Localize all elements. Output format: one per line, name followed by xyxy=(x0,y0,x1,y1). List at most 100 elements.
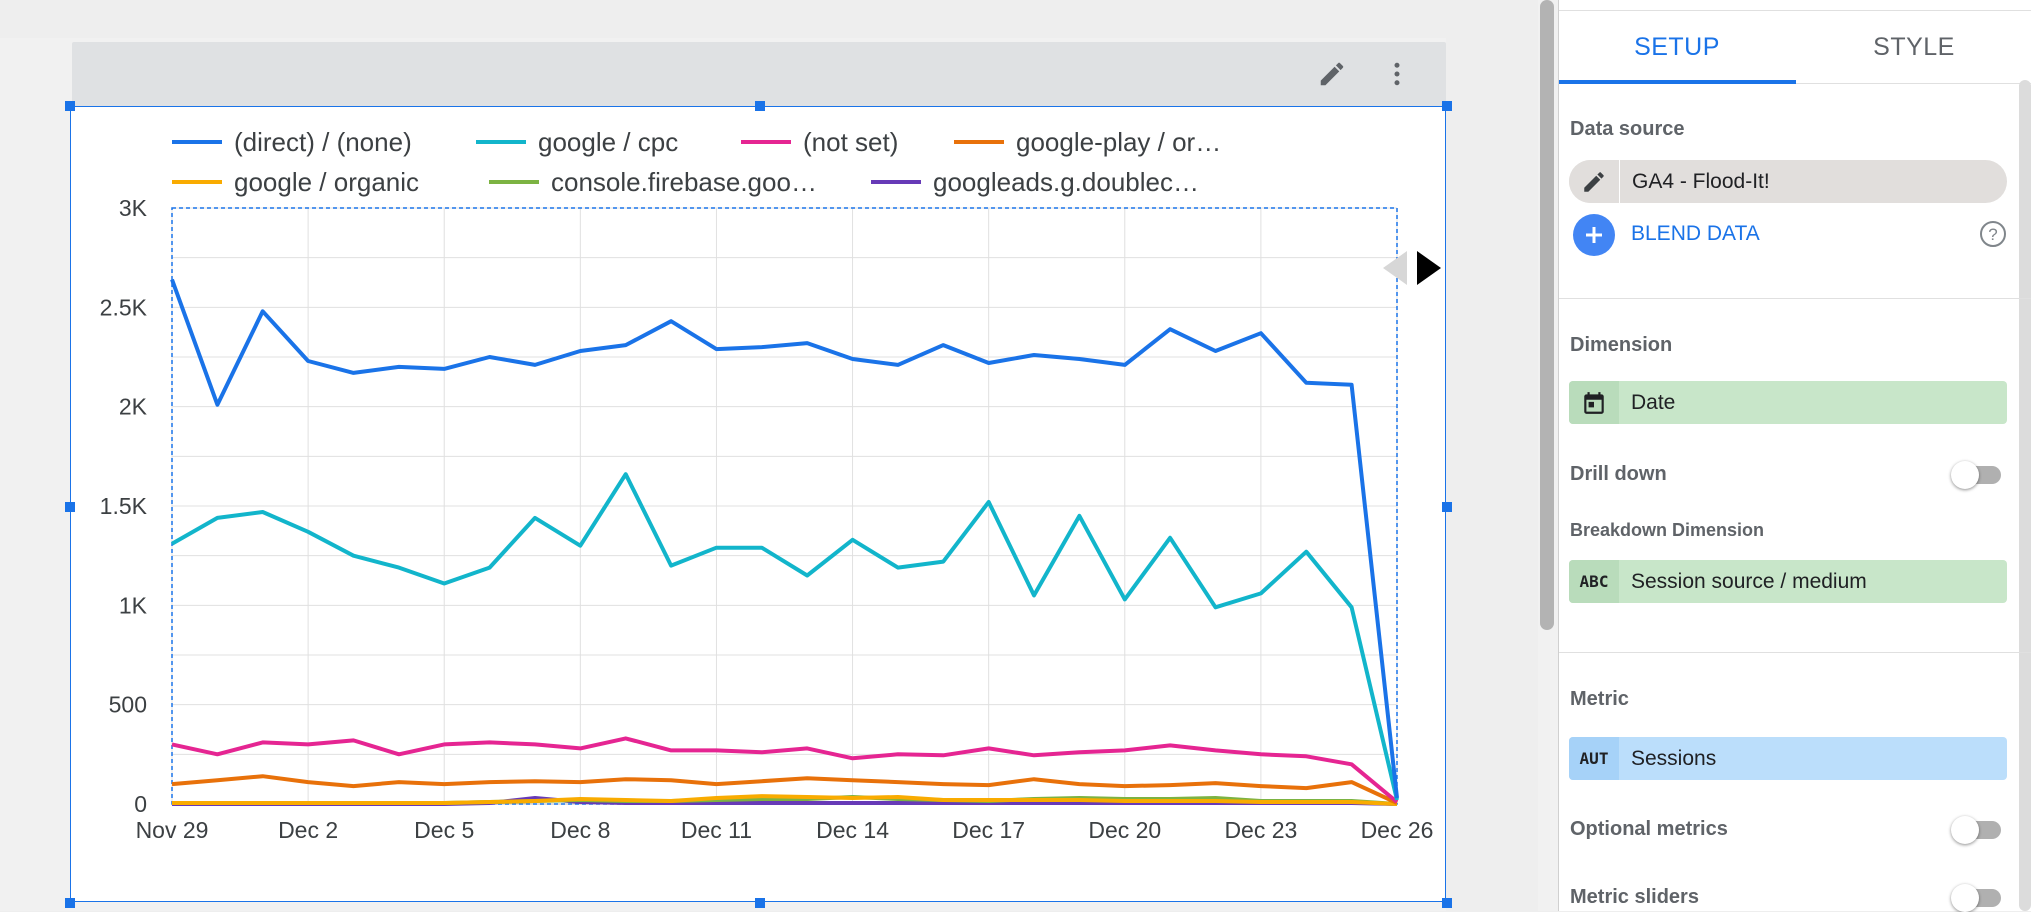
x-tick-label: Dec 17 xyxy=(952,817,1025,843)
drill-down-toggle[interactable] xyxy=(1951,461,2003,489)
x-tick-label: Dec 23 xyxy=(1224,817,1297,843)
x-tick-label: Nov 29 xyxy=(136,817,209,843)
y-tick-label: 0 xyxy=(134,791,147,817)
data-source-label: Data source xyxy=(1570,118,1685,140)
series-lines xyxy=(170,278,1399,806)
time-series-chart[interactable]: 0 500 1K 1.5K 2K 2.5K 3K Nov 29 Dec 2 Dec 5 Dec 8 D… xyxy=(70,106,1446,902)
series-line[interactable] xyxy=(171,774,1398,805)
tab-style[interactable]: STYLE xyxy=(1873,32,1955,61)
legend-item[interactable]: google-play / or… xyxy=(954,127,1221,157)
x-tick-label: Dec 11 xyxy=(681,817,752,843)
metric-name: Sessions xyxy=(1631,746,1717,770)
resize-handle-top-left[interactable] xyxy=(65,101,75,111)
y-tick-label: 500 xyxy=(109,692,147,718)
metric-sliders-label: Metric sliders xyxy=(1570,886,1699,908)
calendar-icon xyxy=(1584,391,1604,414)
breakdown-dimension-label: Breakdown Dimension xyxy=(1570,520,1765,540)
x-tick-label: Dec 26 xyxy=(1361,817,1434,843)
resize-handle-bottom-left[interactable] xyxy=(65,898,75,908)
panel-scrollbar[interactable] xyxy=(2019,80,2031,911)
legend-item[interactable]: googleads.g.doublec… xyxy=(871,167,1199,197)
plot-area-selection xyxy=(171,207,1398,805)
edit-data-source-button[interactable] xyxy=(1569,160,1620,203)
y-tick-label: 3K xyxy=(119,195,148,221)
metric-label: Metric xyxy=(1570,688,1629,710)
legend-label: (not set) xyxy=(803,127,898,157)
toggle-knob xyxy=(1951,461,1979,489)
metric-chip-sessions[interactable]: AUT Sessions xyxy=(1569,737,2007,780)
legend-item[interactable]: google / cpc xyxy=(476,127,678,157)
metric-aggregation-badge[interactable]: AUT xyxy=(1569,737,1619,780)
chart-menu-button[interactable] xyxy=(1377,54,1417,94)
svg-text:?: ? xyxy=(1988,225,1997,244)
legend-label: google-play / or… xyxy=(1016,127,1221,157)
more-vert-icon xyxy=(1394,62,1400,86)
legend-label: google / organic xyxy=(234,167,419,197)
blend-data-add-button[interactable] xyxy=(1573,214,1615,256)
chart-header-bar xyxy=(72,42,1446,106)
drill-down-label: Drill down xyxy=(1570,463,1667,485)
properties-panel: SETUP STYLE Data source GA4 - Flood-It! … xyxy=(1558,0,2031,912)
x-tick-label: Dec 5 xyxy=(414,817,474,843)
x-tick-label: Dec 2 xyxy=(278,817,338,843)
y-tick-label: 1K xyxy=(119,592,148,618)
panel-tabs: SETUP STYLE xyxy=(1559,10,2031,84)
triangle-right-icon[interactable] xyxy=(1417,251,1441,285)
resize-handle-top[interactable] xyxy=(755,101,765,111)
chart-svg: 0 500 1K 1.5K 2K 2.5K 3K Nov 29 Dec 2 Dec 5 Dec 8 D… xyxy=(100,127,1441,843)
grid-lines xyxy=(171,207,1398,805)
plus-icon xyxy=(1586,227,1602,243)
legend-label: (direct) / (none) xyxy=(234,127,412,157)
optional-metrics-toggle[interactable] xyxy=(1951,816,2003,844)
legend-item[interactable]: (direct) / (none) xyxy=(172,127,412,157)
report-canvas: 0 500 1K 1.5K 2K 2.5K 3K Nov 29 Dec 2 Dec 5 Dec 8 D… xyxy=(65,42,1452,908)
resize-handle-bottom-right[interactable] xyxy=(1442,898,1452,908)
section-divider xyxy=(1559,298,2031,299)
series-line[interactable] xyxy=(172,794,1398,806)
active-tab-indicator xyxy=(1559,80,1796,84)
triangle-left-icon[interactable] xyxy=(1383,251,1407,285)
series-line[interactable] xyxy=(171,736,1399,804)
resize-handle-right[interactable] xyxy=(1442,502,1452,512)
dimension-chip-date[interactable]: Date xyxy=(1569,381,2007,424)
toggle-knob xyxy=(1951,884,1979,912)
breakdown-dimension-name: Session source / medium xyxy=(1631,569,1867,593)
tab-setup[interactable]: SETUP xyxy=(1634,32,1720,61)
pencil-icon xyxy=(1584,171,1604,192)
metric-sliders-toggle[interactable] xyxy=(1951,884,2003,912)
edit-chart-button[interactable] xyxy=(1312,54,1352,94)
legend-pager xyxy=(1383,251,1441,285)
series-line[interactable] xyxy=(170,278,1399,799)
legend-item[interactable]: google / organic xyxy=(172,167,419,197)
legend-label: google / cpc xyxy=(538,127,678,157)
x-tick-label: Dec 8 xyxy=(550,817,610,843)
canvas-scrollbar[interactable] xyxy=(1540,0,1554,630)
section-divider xyxy=(1559,652,2031,653)
legend: (direct) / (none) google / cpc (not set) go… xyxy=(172,127,1221,197)
aggregation-auto-icon: AUT xyxy=(1579,749,1609,768)
legend-label: googleads.g.doublec… xyxy=(933,167,1199,197)
dimension-type-badge xyxy=(1569,381,1619,424)
blend-data-link[interactable]: BLEND DATA xyxy=(1631,222,1760,245)
dimension-name: Date xyxy=(1631,390,1676,414)
data-source-chip[interactable]: GA4 - Flood-It! xyxy=(1569,160,2007,203)
dimension-label: Dimension xyxy=(1570,334,1673,356)
legend-label: console.firebase.goo… xyxy=(551,167,817,197)
data-source-name: GA4 - Flood-It! xyxy=(1632,169,1770,193)
series-line[interactable] xyxy=(171,472,1399,801)
resize-handle-top-right[interactable] xyxy=(1442,101,1452,111)
y-tick-label: 1.5K xyxy=(100,493,148,519)
resize-handle-bottom[interactable] xyxy=(755,898,765,908)
legend-item[interactable]: console.firebase.goo… xyxy=(489,167,817,197)
optional-metrics-label: Optional metrics xyxy=(1570,818,1728,840)
legend-item[interactable]: (not set) xyxy=(741,127,898,157)
pencil-icon xyxy=(1320,62,1344,86)
help-icon[interactable]: ? xyxy=(1979,220,2007,248)
breakdown-type-badge: ABC xyxy=(1569,560,1619,603)
breakdown-dimension-chip[interactable]: ABC Session source / medium xyxy=(1569,560,2007,603)
y-tick-label: 2.5K xyxy=(100,294,148,320)
axes: 0 500 1K 1.5K 2K 2.5K 3K Nov 29 Dec 2 Dec 5 Dec 8 D… xyxy=(100,195,1434,843)
text-type-icon: ABC xyxy=(1579,572,1609,591)
resize-handle-left[interactable] xyxy=(65,502,75,512)
x-tick-label: Dec 14 xyxy=(816,817,889,843)
